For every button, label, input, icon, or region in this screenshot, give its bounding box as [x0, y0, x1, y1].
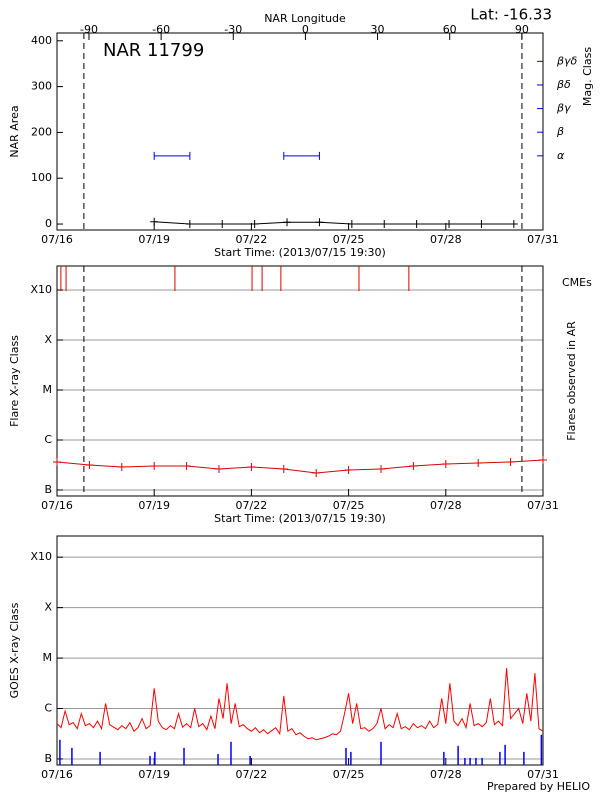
y-tick-label: M: [43, 651, 53, 664]
x-tick-label: 07/28: [430, 233, 462, 246]
y-tick-label: X: [44, 333, 52, 346]
point-marker: [441, 460, 450, 468]
x-tick-label: 07/31: [527, 233, 559, 246]
x-tick-label: 07/28: [430, 768, 462, 781]
x-tick-label: 07/16: [41, 233, 73, 246]
x-tick-label: 07/22: [236, 233, 268, 246]
y-axis-label: Flare X-ray Class: [8, 335, 21, 427]
y-axis-label: NAR Area: [8, 105, 21, 157]
point-marker: [377, 465, 385, 473]
point-marker: [509, 220, 518, 229]
y-tick-label: 400: [31, 34, 52, 47]
y-tick-label: M: [43, 383, 53, 396]
y2-axis-label: Mag. Class: [581, 47, 594, 106]
y2-tick-label: βγ: [556, 102, 571, 115]
x-axis-label: Start Time: (2013/07/15 19:30): [214, 246, 386, 259]
point-marker: [279, 465, 288, 473]
y-tick-label: B: [44, 483, 52, 496]
x-tick-label: 07/19: [138, 499, 170, 512]
y2-axis-label: Flares observed in AR: [565, 321, 578, 441]
series-line: [56, 459, 544, 474]
panel-title: NAR 11799: [103, 40, 204, 61]
y-tick-label: B: [44, 752, 52, 765]
y2-tick-label: β: [556, 125, 564, 138]
point-marker: [185, 220, 194, 229]
y-tick-label: 300: [31, 80, 52, 93]
point-marker: [150, 462, 159, 470]
point-marker: [347, 220, 356, 229]
point-marker: [53, 458, 61, 466]
point-marker: [344, 466, 353, 474]
x-tick-label: 07/25: [333, 768, 365, 781]
y-tick-label: 0: [45, 217, 52, 230]
plot-frame: [56, 535, 544, 766]
x-tick-label: 07/25: [333, 499, 365, 512]
point-marker: [117, 463, 126, 471]
point-marker: [477, 220, 486, 229]
point-marker: [250, 220, 259, 229]
x2-axis-label: NAR Longitude: [264, 12, 346, 25]
y-tick-label: C: [44, 702, 52, 715]
point-marker: [445, 220, 454, 229]
point-marker: [409, 462, 418, 470]
y-axis-label: GOES X-ray Class: [8, 602, 21, 698]
plot-frame: [56, 32, 544, 231]
latitude-label: Lat: -16.33: [470, 6, 552, 24]
y2-tick-label: α: [557, 149, 565, 162]
x-tick-label: 07/22: [236, 499, 268, 512]
y2-tick-label: βδ: [556, 78, 571, 91]
y-tick-label: X10: [30, 550, 52, 563]
x-tick-label: 07/28: [430, 499, 462, 512]
x-tick-label: 07/31: [527, 499, 559, 512]
point-marker: [474, 459, 483, 467]
point-marker: [247, 463, 256, 471]
point-marker: [85, 461, 94, 469]
point-marker: [215, 465, 223, 473]
y2-tick-label: βγδ: [556, 54, 578, 67]
x-tick-label: 07/31: [527, 768, 559, 781]
point-marker: [412, 220, 421, 229]
point-marker: [506, 458, 515, 466]
error-bar: [283, 151, 320, 160]
plot-frame: [56, 265, 544, 497]
x-tick-label: 07/19: [138, 233, 170, 246]
point-marker: [182, 462, 191, 470]
y-tick-label: 100: [31, 171, 52, 184]
point-marker: [315, 218, 324, 227]
x2-tick-label: 0: [302, 23, 309, 36]
y-tick-label: X10: [30, 283, 52, 296]
point-marker: [539, 456, 547, 464]
point-marker: [312, 469, 321, 477]
y-tick-label: 200: [31, 125, 52, 138]
x-tick-label: 07/16: [41, 768, 73, 781]
point-marker: [283, 218, 292, 227]
series-line: [154, 221, 514, 225]
point-marker: [218, 220, 227, 229]
legend-label: CMEs: [562, 276, 592, 289]
y-tick-label: X: [44, 601, 52, 614]
series-line: [56, 668, 544, 741]
error-bar: [153, 151, 191, 160]
point-marker: [150, 217, 159, 226]
x-tick-label: 07/25: [333, 233, 365, 246]
point-marker: [380, 220, 389, 229]
x-tick-label: 07/16: [41, 499, 73, 512]
x-tick-label: 07/22: [236, 768, 268, 781]
x-axis-label: Start Time: (2013/07/15 19:30): [214, 512, 386, 525]
x-tick-label: 07/19: [138, 768, 170, 781]
y-tick-label: C: [44, 433, 52, 446]
footer: Prepared by HELIO: [487, 780, 590, 793]
